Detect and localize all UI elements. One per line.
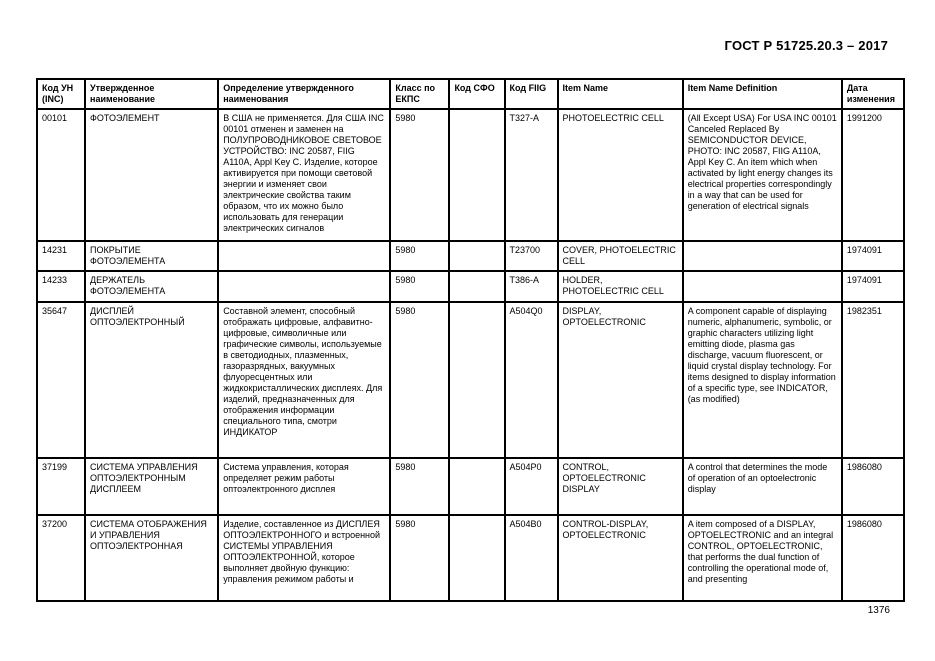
cell-fiig-code: T327-A	[503, 108, 559, 242]
cell-inc-code: 14233	[35, 270, 87, 303]
column-header: Item Name	[556, 78, 684, 110]
cell-fiig-code: T386-A	[503, 270, 559, 303]
cell-inc-code: 14231	[35, 240, 87, 272]
cell-item-name-definition: A item composed of a DISPLAY, OPTOELECTR…	[681, 514, 843, 602]
cell-sfo-code	[448, 240, 506, 272]
cell-fiig-code: A504P0	[503, 457, 559, 516]
cell-approved-name: ФОТОЭЛЕМЕНТ	[84, 108, 220, 242]
table-row: 00101 ФОТОЭЛЕМЕНТ В США не применяется. …	[35, 108, 906, 242]
column-header: Код УН (INC)	[35, 78, 87, 110]
cell-change-date: 1986080	[840, 457, 906, 516]
cell-approved-definition: Изделие, составленное из ДИСПЛЕЯ ОПТОЭЛЕ…	[217, 514, 392, 602]
cell-approved-definition	[217, 270, 392, 303]
cell-item-name: DISPLAY, OPTOELECTRONIC	[556, 301, 684, 459]
catalog-table: Код УН (INC) Утвержденное наименование Опр…	[35, 78, 906, 602]
column-header: Определение утвержденного наименования	[217, 78, 392, 110]
cell-inc-code: 37199	[35, 457, 87, 516]
cell-approved-definition	[217, 240, 392, 272]
cell-inc-code: 00101	[35, 108, 87, 242]
cell-item-name: HOLDER, PHOTOELECTRIC CELL	[556, 270, 684, 303]
cell-ekps-class: 5980	[389, 514, 451, 602]
column-header: Код FIIG	[503, 78, 559, 110]
cell-ekps-class: 5980	[389, 457, 451, 516]
column-header: Item Name Definition	[681, 78, 843, 110]
cell-change-date: 1982351	[840, 301, 906, 459]
cell-approved-definition: Система управления, которая определяет р…	[217, 457, 392, 516]
cell-fiig-code: A504B0	[503, 514, 559, 602]
cell-item-name-definition	[681, 270, 843, 303]
table-row: 37200 СИСТЕМА ОТОБРАЖЕНИЯ И УПРАВЛЕНИЯ О…	[35, 514, 906, 602]
cell-ekps-class: 5980	[389, 270, 451, 303]
column-header: Код СФО	[448, 78, 506, 110]
cell-item-name-definition	[681, 240, 843, 272]
cell-approved-definition: Составной элемент, способный отображать …	[217, 301, 392, 459]
cell-item-name: CONTROL-DISPLAY, OPTOELECTRONIC	[556, 514, 684, 602]
table-head: Код УН (INC) Утвержденное наименование Опр…	[35, 78, 906, 110]
cell-change-date: 1986080	[840, 514, 906, 602]
table-body: 00101 ФОТОЭЛЕМЕНТ В США не применяется. …	[35, 108, 906, 602]
cell-fiig-code: A504Q0	[503, 301, 559, 459]
cell-approved-name: СИСТЕМА УПРАВЛЕНИЯ ОПТОЭЛЕКТРОННЫМ ДИСПЛ…	[84, 457, 220, 516]
cell-change-date: 1991200	[840, 108, 906, 242]
cell-approved-name: ДЕРЖАТЕЛЬ ФОТОЭЛЕМЕНТА	[84, 270, 220, 303]
cell-sfo-code	[448, 270, 506, 303]
cell-ekps-class: 5980	[389, 240, 451, 272]
table-row: 37199 СИСТЕМА УПРАВЛЕНИЯ ОПТОЭЛЕКТРОННЫМ…	[35, 457, 906, 516]
document-title: ГОСТ Р 51725.20.3 – 2017	[724, 38, 888, 53]
column-header: Класс по ЕКПС	[389, 78, 451, 110]
cell-item-name-definition: (All Except USA) For USA INC 00101 Cance…	[681, 108, 843, 242]
cell-fiig-code: T23700	[503, 240, 559, 272]
cell-ekps-class: 5980	[389, 108, 451, 242]
cell-approved-name: ДИСПЛЕЙ ОПТОЭЛЕКТРОННЫЙ	[84, 301, 220, 459]
cell-approved-name: ПОКРЫТИЕ ФОТОЭЛЕМЕНТА	[84, 240, 220, 272]
table-row: 14231 ПОКРЫТИЕ ФОТОЭЛЕМЕНТА 5980 T23700 …	[35, 240, 906, 272]
cell-sfo-code	[448, 108, 506, 242]
cell-inc-code: 35647	[35, 301, 87, 459]
cell-sfo-code	[448, 457, 506, 516]
cell-item-name: PHOTOELECTRIC CELL	[556, 108, 684, 242]
cell-approved-definition: В США не применяется. Для США INC 00101 …	[217, 108, 392, 242]
cell-ekps-class: 5980	[389, 301, 451, 459]
column-header: Утвержденное наименование	[84, 78, 220, 110]
cell-item-name: CONTROL, OPTOELECTRONIC DISPLAY	[556, 457, 684, 516]
cell-inc-code: 37200	[35, 514, 87, 602]
cell-item-name-definition: A control that determines the mode of op…	[681, 457, 843, 516]
table-header-row: Код УН (INC) Утвержденное наименование Опр…	[35, 78, 906, 110]
cell-item-name-definition: A component capable of displaying numeri…	[681, 301, 843, 459]
cell-change-date: 1974091	[840, 270, 906, 303]
cell-sfo-code	[448, 514, 506, 602]
cell-item-name: COVER, PHOTOELECTRIC CELL	[556, 240, 684, 272]
column-header: Дата изменения	[840, 78, 906, 110]
cell-approved-name: СИСТЕМА ОТОБРАЖЕНИЯ И УПРАВЛЕНИЯ ОПТОЭЛЕ…	[84, 514, 220, 602]
page-number: 1376	[867, 605, 890, 616]
table-row: 35647 ДИСПЛЕЙ ОПТОЭЛЕКТРОННЫЙ Составной …	[35, 301, 906, 459]
table-row: 14233 ДЕРЖАТЕЛЬ ФОТОЭЛЕМЕНТА 5980 T386-A…	[35, 270, 906, 303]
cell-change-date: 1974091	[840, 240, 906, 272]
cell-sfo-code	[448, 301, 506, 459]
